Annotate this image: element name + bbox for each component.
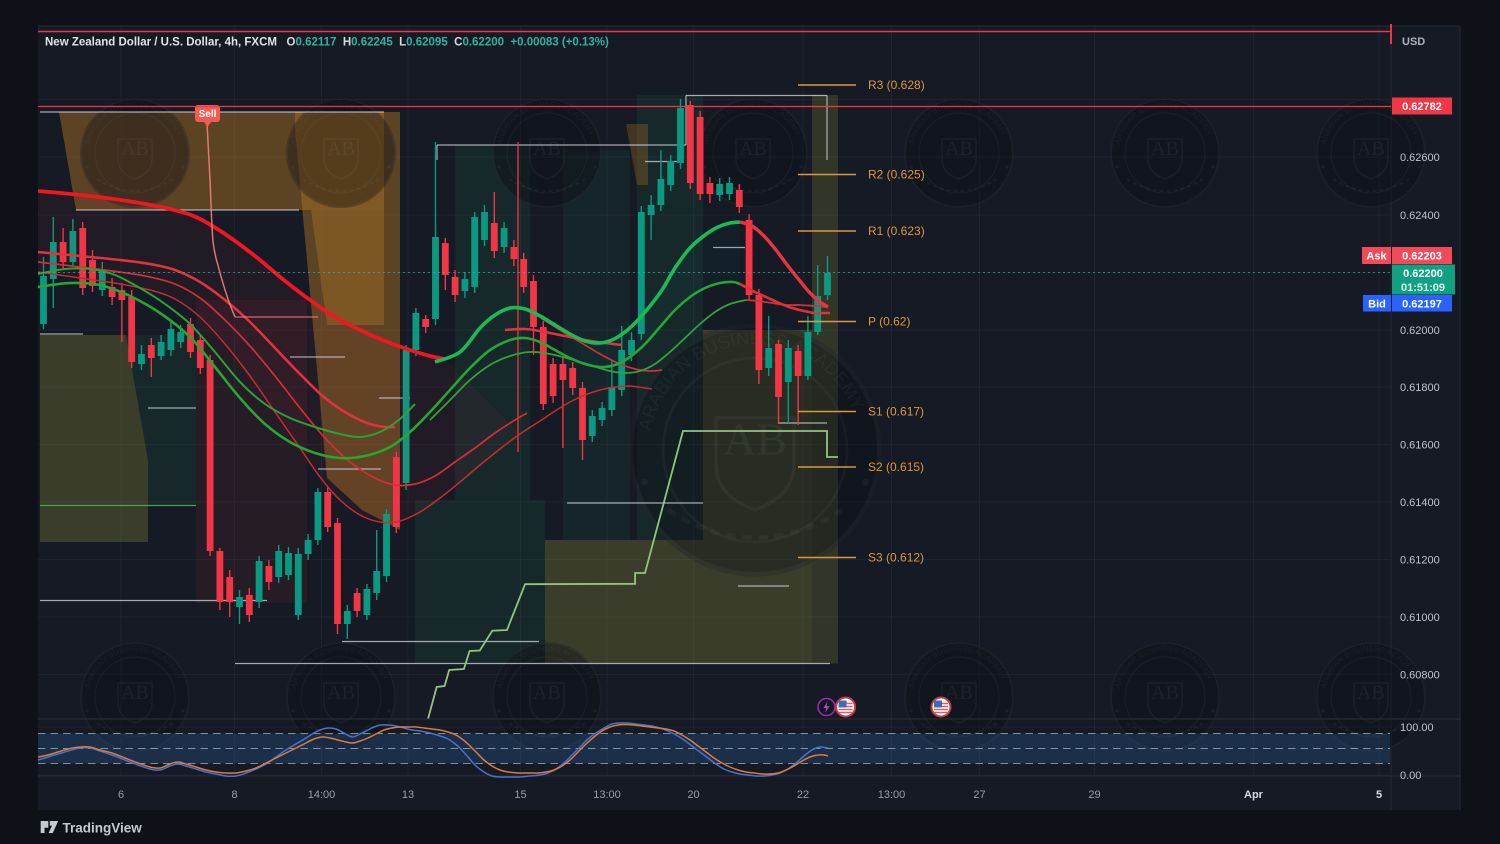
svg-text:0.60800: 0.60800 [1400, 670, 1440, 682]
svg-text:15: 15 [514, 789, 526, 801]
svg-text:0.62203: 0.62203 [1402, 251, 1442, 263]
svg-text:0.61200: 0.61200 [1400, 555, 1440, 567]
svg-text:Apr: Apr [1244, 789, 1264, 801]
svg-text:Bid: Bid [1368, 299, 1386, 311]
svg-text:0.62000: 0.62000 [1400, 325, 1440, 337]
svg-text:R3 (0.628): R3 (0.628) [868, 78, 925, 92]
svg-text:0.62200: 0.62200 [1403, 268, 1443, 280]
svg-text:5: 5 [1376, 789, 1382, 801]
svg-text:13:00: 13:00 [878, 789, 906, 801]
svg-text:14:00: 14:00 [308, 789, 336, 801]
svg-text:20: 20 [687, 789, 699, 801]
svg-text:0.62782: 0.62782 [1402, 101, 1442, 113]
svg-text:27: 27 [973, 789, 985, 801]
svg-text:100.00: 100.00 [1400, 722, 1434, 734]
svg-text:0.61800: 0.61800 [1400, 382, 1440, 394]
svg-text:0.62400: 0.62400 [1400, 210, 1440, 222]
svg-text:13: 13 [402, 789, 414, 801]
svg-text:S1 (0.617): S1 (0.617) [868, 405, 924, 419]
svg-text:0.61000: 0.61000 [1400, 612, 1440, 624]
svg-text:TradingView: TradingView [63, 821, 143, 836]
svg-text:01:51:09: 01:51:09 [1401, 282, 1445, 294]
svg-text:Sell: Sell [199, 109, 217, 120]
svg-text:R2 (0.625): R2 (0.625) [868, 168, 925, 182]
svg-text:P (0.62): P (0.62) [868, 315, 910, 329]
svg-text:13:00: 13:00 [593, 789, 621, 801]
svg-text:22: 22 [797, 789, 809, 801]
svg-text:0.62600: 0.62600 [1400, 152, 1440, 164]
svg-text:6: 6 [118, 789, 124, 801]
svg-text:8: 8 [231, 789, 237, 801]
svg-text:New Zealand Dollar / U.S. Doll: New Zealand Dollar / U.S. Dollar, 4h, FX… [45, 37, 609, 49]
svg-text:USD: USD [1402, 36, 1425, 48]
svg-text:R1 (0.623): R1 (0.623) [868, 224, 925, 238]
svg-text:S2 (0.615): S2 (0.615) [868, 460, 924, 474]
svg-text:0.61400: 0.61400 [1400, 497, 1440, 509]
svg-text:0.62197: 0.62197 [1402, 299, 1442, 311]
svg-text:S3 (0.612): S3 (0.612) [868, 551, 924, 565]
svg-text:0.00: 0.00 [1400, 770, 1421, 782]
svg-text:0.61600: 0.61600 [1400, 440, 1440, 452]
svg-text:Ask: Ask [1366, 251, 1387, 263]
svg-text:29: 29 [1088, 789, 1100, 801]
